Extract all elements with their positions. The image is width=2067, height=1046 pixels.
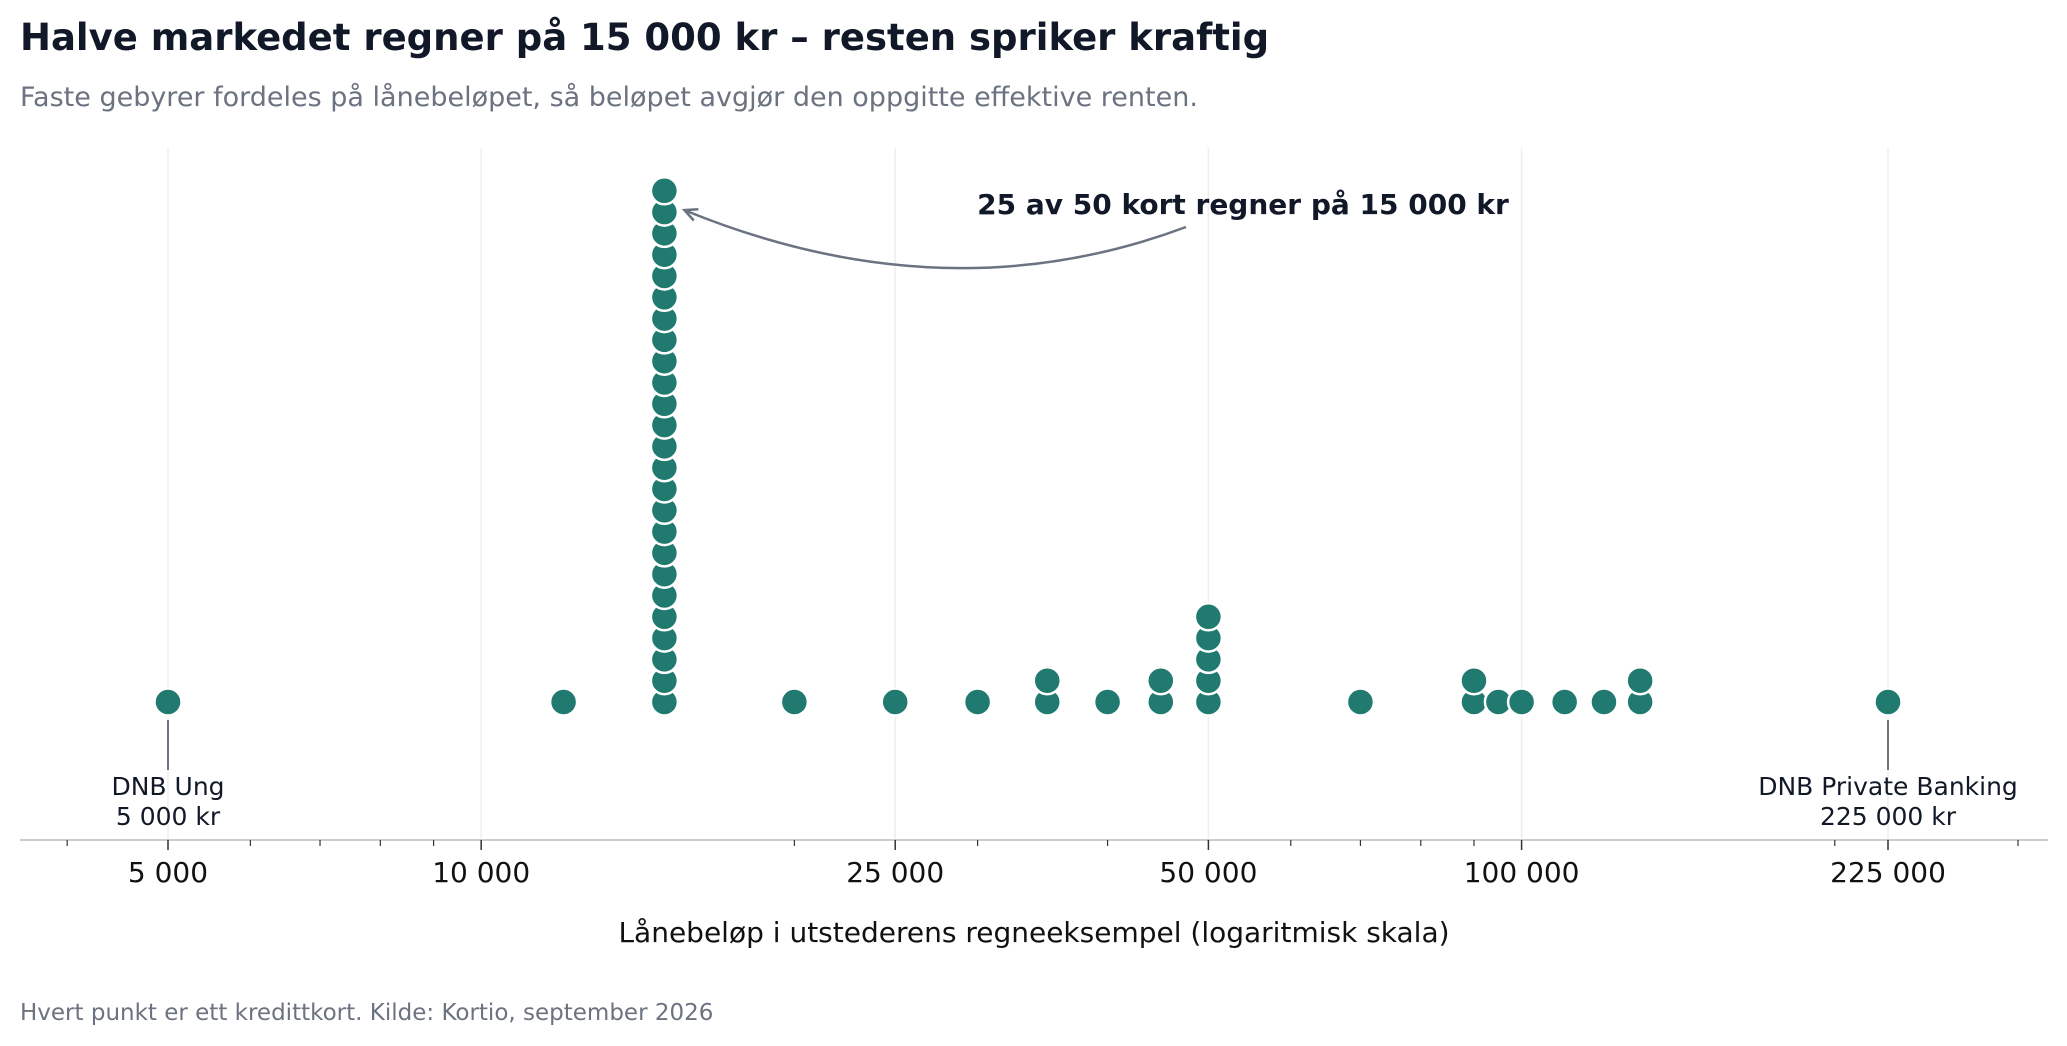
x-tick-label: 25 000 — [846, 856, 944, 889]
data-dot — [962, 687, 993, 717]
data-dot — [1193, 602, 1224, 632]
x-tick-label: 225 000 — [1830, 856, 1946, 889]
data-dot — [1092, 687, 1123, 717]
annotation-text: 25 av 50 kort regner på 15 000 kr — [977, 188, 1509, 221]
annotation-arrowhead — [681, 207, 699, 222]
data-dot — [1146, 665, 1176, 696]
data-dot — [1506, 687, 1537, 717]
data-dot — [153, 687, 183, 717]
data-dot — [1873, 687, 1903, 717]
chart-footnote: Hvert punkt er ett kredittkort. Kilde: K… — [20, 1000, 714, 1026]
data-dot — [1625, 665, 1655, 696]
data-dot — [1032, 665, 1062, 696]
point-label: DNB Ung — [111, 772, 224, 801]
data-dot — [1345, 687, 1376, 717]
chart-title: Halve markedet regner på 15 000 kr – res… — [20, 16, 1270, 59]
x-axis-title: Lånebeløp i utstederens regneeksempel (l… — [618, 916, 1449, 949]
x-tick-label: 5 000 — [128, 856, 208, 889]
data-dot — [779, 687, 810, 717]
x-tick-label: 100 000 — [1464, 856, 1580, 889]
data-dot — [1589, 687, 1619, 717]
point-label: 225 000 kr — [1820, 802, 1957, 831]
data-dot — [1549, 687, 1580, 717]
dot-plot-chart: 5 000 10 000 25 000 50 000 100 000 225 000 Lån… — [20, 148, 2048, 949]
data-dot — [548, 687, 579, 717]
data-dot — [880, 687, 910, 717]
data-dot — [649, 176, 680, 206]
x-tick-label: 50 000 — [1159, 856, 1257, 889]
annotation-arrow — [683, 208, 1187, 270]
chart-subtitle: Faste gebyrer fordeles på lånebeløpet, s… — [20, 82, 1198, 113]
x-tick-label: 10 000 — [432, 856, 530, 889]
point-label: 5 000 kr — [116, 802, 221, 831]
point-label: DNB Private Banking — [1758, 772, 2018, 801]
data-dot — [1459, 665, 1489, 696]
